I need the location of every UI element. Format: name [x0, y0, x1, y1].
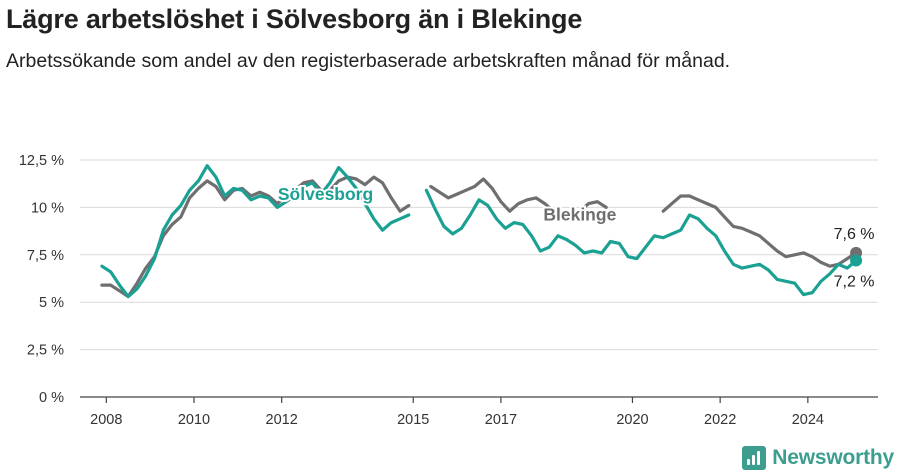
page-subtitle: Arbetssökande som andel av den registerb…	[6, 50, 731, 72]
series-label-blekinge: Blekinge	[543, 205, 616, 225]
series-label-solvesborg: Sölvesborg	[278, 184, 373, 204]
x-tick-label: 2010	[178, 412, 210, 428]
brand: Newsworthy	[742, 446, 894, 470]
series-line-solvesborg	[100, 164, 411, 299]
x-tick-label: 2024	[792, 412, 824, 428]
end-value-label-solvesborg: 7,2 %	[834, 273, 875, 290]
y-tick-label: 10 %	[31, 200, 64, 216]
brand-name: Newsworthy	[772, 446, 894, 469]
y-tick-label: 5 %	[39, 295, 64, 311]
x-tick-label: 2012	[266, 412, 298, 428]
series-end-point-solvesborg	[850, 254, 863, 267]
end-value-label-blekinge: 7,6 %	[834, 226, 875, 243]
newsworthy-logo-icon	[742, 446, 767, 470]
x-tick-label: 2020	[616, 412, 648, 428]
y-tick-label: 2,5 %	[27, 343, 64, 359]
x-tick-label: 2022	[704, 412, 736, 428]
series-line-blekinge	[429, 177, 608, 219]
x-tick-label: 2017	[485, 412, 517, 428]
page-title: Lägre arbetslöshet i Sölvesborg än i Ble…	[6, 4, 583, 34]
x-tick-label: 2015	[397, 412, 429, 428]
x-tick-label: 2008	[90, 412, 122, 428]
series-line-solvesborg	[424, 188, 858, 297]
y-tick-label: 7,5 %	[27, 248, 64, 264]
y-tick-label: 0 %	[39, 390, 64, 406]
y-tick-label: 12,5 %	[19, 153, 64, 169]
series-line-blekinge	[661, 194, 858, 268]
